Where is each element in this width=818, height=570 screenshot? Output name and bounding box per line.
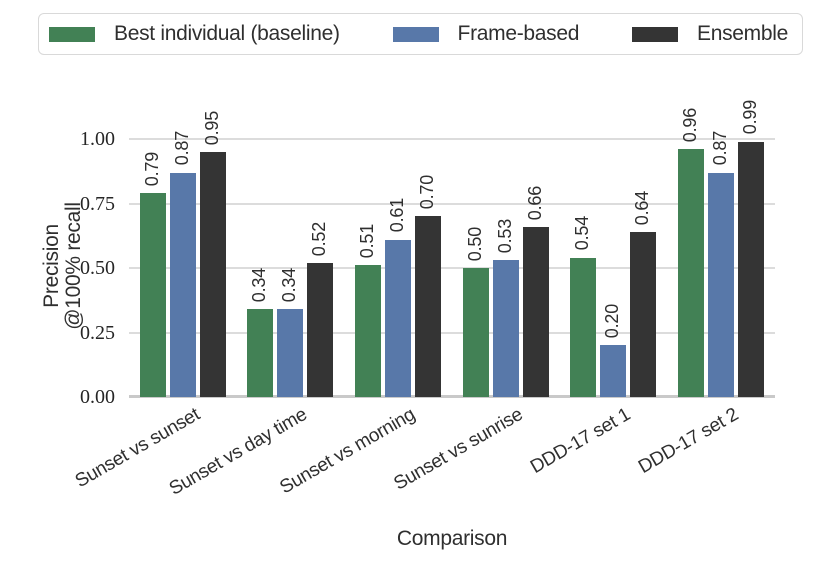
bar-group: 0.51 0.61 0.70: [344, 85, 452, 397]
bar: 0.87: [708, 131, 735, 397]
y-tick-label: 0.50: [80, 257, 115, 279]
bar: 0.87: [169, 131, 196, 397]
bar: 0.20: [600, 304, 627, 397]
bar-group: 0.79 0.87 0.95: [129, 85, 237, 397]
bar: 0.61: [385, 198, 412, 397]
bar-value-label: 0.54: [572, 216, 593, 251]
legend-item: Ensemble: [632, 22, 788, 46]
bar-value-label: 0.53: [494, 219, 515, 254]
bar-group: 0.54 0.20 0.64: [560, 85, 668, 397]
bar-group: 0.50 0.53 0.66: [452, 85, 560, 397]
bar: 0.34: [277, 268, 304, 397]
bar-value-label: 0.64: [632, 190, 653, 225]
plot-area: 0.00 0.25 0.50 0.75 1.00 0.79 0.87 0.95 0.34 0.34…: [80, 85, 775, 408]
bar: 0.95: [199, 111, 226, 397]
bar: 0.64: [630, 191, 657, 397]
bar-value-label: 0.70: [417, 175, 438, 210]
bar-value-label: 0.50: [464, 226, 485, 261]
bar: 0.34: [247, 268, 274, 397]
bar-value-label: 0.79: [141, 151, 162, 187]
bar: 0.54: [570, 216, 597, 397]
bar-value-label: 0.61: [387, 198, 408, 233]
legend-swatch: [392, 26, 439, 42]
bar: 0.53: [492, 219, 519, 397]
bar-value-label: 0.51: [357, 224, 378, 259]
legend-swatch: [632, 26, 679, 42]
x-tick-label: DDD-17 set 1: [526, 404, 634, 478]
gridline: [129, 138, 775, 140]
legend-swatch: [49, 26, 95, 42]
y-tick-label: 0.75: [80, 192, 115, 215]
y-tick-label: 0.00: [80, 386, 115, 408]
bar: 0.96: [678, 108, 705, 397]
legend-label: Best individual (baseline): [114, 22, 340, 45]
y-tick-label: 0.25: [80, 321, 115, 344]
legend-item: Best individual (baseline): [49, 22, 340, 46]
bar-value-label: 0.52: [309, 221, 330, 256]
legend: Best individual (baseline) Frame-based Ens…: [38, 13, 803, 55]
bar-value-label: 0.87: [710, 131, 731, 166]
legend-item: Frame-based: [392, 22, 580, 46]
gridline: [129, 202, 775, 205]
gridline: [129, 331, 775, 334]
bar-value-label: 0.34: [279, 268, 300, 303]
bar-group: 0.34 0.34 0.52: [237, 85, 345, 397]
bar-value-label: 0.96: [680, 108, 701, 143]
bar: 0.79: [139, 152, 166, 397]
bar: 0.70: [415, 175, 442, 397]
x-axis-title: Comparison: [396, 527, 508, 550]
bar: 0.50: [462, 227, 489, 397]
bar: 0.52: [307, 222, 334, 397]
bar-value-label: 0.99: [740, 100, 761, 135]
bar-value-label: 0.34: [249, 268, 270, 303]
legend-label: Frame-based: [457, 22, 580, 45]
gridline: [129, 267, 775, 269]
legend-label: Ensemble: [697, 22, 788, 45]
bar: 0.99: [738, 100, 765, 397]
bar: 0.66: [522, 186, 549, 397]
bar-value-label: 0.20: [602, 304, 623, 339]
x-tick-label: DDD-17 set 2: [634, 404, 742, 478]
bar: 0.51: [355, 224, 382, 397]
x-axis-line: [129, 395, 775, 398]
bar-value-label: 0.87: [171, 131, 192, 166]
bar-value-label: 0.95: [201, 110, 222, 145]
y-tick-label: 1.00: [80, 128, 115, 150]
bar-group: 0.96 0.87 0.99: [667, 85, 775, 397]
bar-value-label: 0.66: [524, 185, 545, 220]
